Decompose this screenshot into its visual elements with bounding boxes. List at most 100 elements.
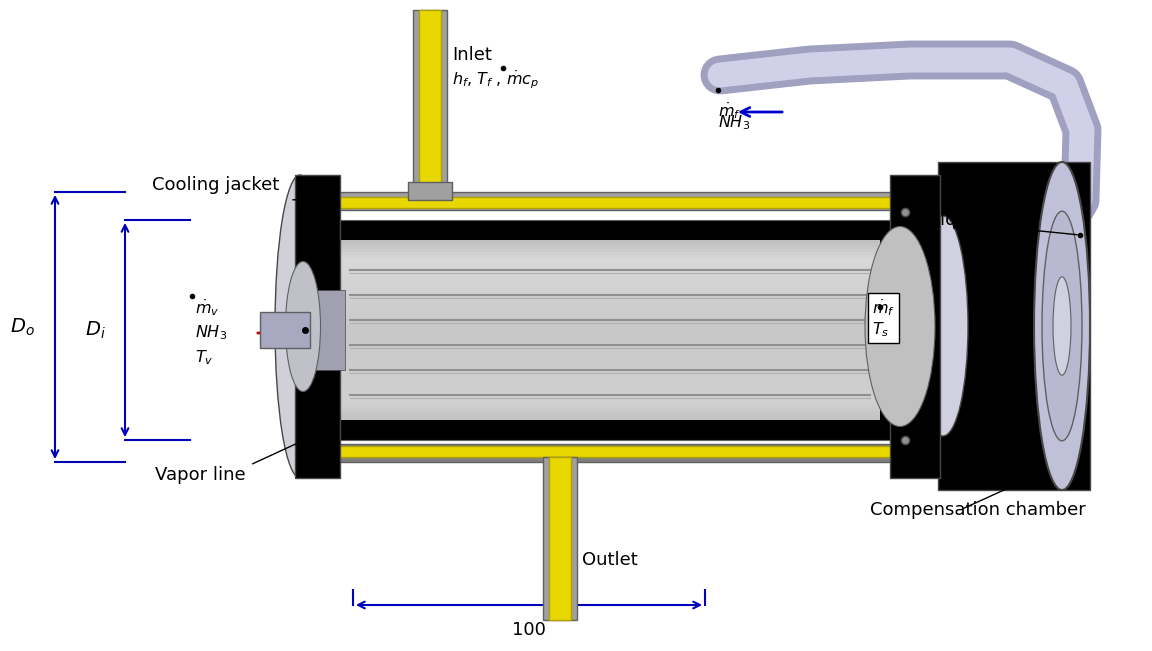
Polygon shape (340, 306, 880, 309)
Polygon shape (938, 206, 1090, 211)
Polygon shape (325, 315, 890, 319)
Polygon shape (325, 363, 890, 367)
Polygon shape (938, 195, 1090, 201)
Polygon shape (340, 255, 880, 258)
Polygon shape (325, 238, 890, 242)
Polygon shape (340, 330, 880, 333)
Polygon shape (325, 414, 890, 418)
Polygon shape (340, 321, 880, 324)
Polygon shape (938, 283, 1090, 288)
Polygon shape (938, 255, 1090, 260)
Polygon shape (419, 10, 441, 197)
Text: Liquid line: Liquid line (930, 211, 1023, 229)
Text: $h_f$, $T_f$ , $\dot{m}c_p$: $h_f$, $T_f$ , $\dot{m}c_p$ (452, 69, 539, 91)
Polygon shape (938, 260, 1090, 266)
Polygon shape (340, 303, 880, 306)
Polygon shape (340, 252, 880, 255)
Polygon shape (325, 418, 890, 422)
Ellipse shape (1034, 162, 1090, 490)
Ellipse shape (286, 262, 320, 391)
Polygon shape (938, 266, 1090, 271)
Polygon shape (340, 339, 880, 342)
Polygon shape (325, 308, 890, 312)
Polygon shape (325, 341, 890, 344)
Polygon shape (325, 370, 890, 374)
Polygon shape (340, 312, 880, 315)
Ellipse shape (918, 216, 968, 436)
Polygon shape (340, 270, 880, 273)
Polygon shape (325, 404, 890, 407)
Polygon shape (295, 175, 340, 478)
Polygon shape (297, 290, 344, 370)
Polygon shape (325, 355, 890, 359)
Text: Vapor line: Vapor line (156, 466, 245, 484)
Polygon shape (938, 441, 1090, 447)
Polygon shape (260, 312, 310, 348)
Polygon shape (325, 348, 890, 352)
Polygon shape (938, 201, 1090, 206)
Polygon shape (325, 433, 890, 436)
Text: $\dot{m}_v$: $\dot{m}_v$ (195, 298, 220, 318)
Polygon shape (938, 365, 1090, 370)
Text: $D_o$: $D_o$ (9, 316, 35, 338)
Polygon shape (340, 402, 880, 405)
Polygon shape (340, 327, 880, 330)
Polygon shape (938, 342, 1090, 348)
Polygon shape (325, 275, 890, 279)
Polygon shape (340, 378, 880, 381)
Polygon shape (938, 249, 1090, 255)
Polygon shape (938, 331, 1090, 337)
Polygon shape (325, 304, 890, 308)
Polygon shape (340, 384, 880, 387)
Polygon shape (938, 167, 1090, 173)
Polygon shape (340, 318, 880, 321)
Polygon shape (340, 390, 880, 393)
Polygon shape (340, 258, 880, 261)
Polygon shape (340, 354, 880, 357)
Polygon shape (325, 367, 890, 370)
Polygon shape (325, 319, 890, 323)
Polygon shape (325, 330, 890, 334)
Polygon shape (340, 300, 880, 303)
Polygon shape (938, 484, 1090, 490)
Polygon shape (340, 396, 880, 399)
Polygon shape (938, 430, 1090, 436)
Text: $NH_3$: $NH_3$ (718, 114, 750, 132)
Polygon shape (938, 381, 1090, 386)
Polygon shape (340, 273, 880, 276)
Polygon shape (938, 277, 1090, 283)
Text: Outlet: Outlet (582, 551, 638, 569)
Polygon shape (938, 370, 1090, 375)
Polygon shape (938, 162, 1090, 490)
Polygon shape (325, 334, 890, 337)
Polygon shape (340, 405, 880, 408)
Polygon shape (325, 326, 890, 330)
Polygon shape (938, 178, 1090, 184)
Polygon shape (325, 396, 890, 400)
Polygon shape (938, 359, 1090, 365)
Polygon shape (325, 283, 890, 286)
Polygon shape (340, 267, 880, 270)
Polygon shape (938, 217, 1090, 222)
Polygon shape (938, 162, 1090, 167)
Polygon shape (340, 261, 880, 264)
Polygon shape (550, 457, 571, 620)
Polygon shape (938, 479, 1090, 484)
Polygon shape (325, 381, 890, 385)
Polygon shape (340, 417, 880, 420)
Polygon shape (340, 414, 880, 417)
Polygon shape (938, 348, 1090, 353)
Polygon shape (340, 348, 880, 351)
Polygon shape (325, 425, 890, 429)
Polygon shape (340, 285, 880, 288)
Polygon shape (408, 182, 452, 200)
Polygon shape (340, 294, 880, 297)
Polygon shape (938, 173, 1090, 178)
Polygon shape (340, 411, 880, 414)
Polygon shape (325, 407, 890, 411)
Polygon shape (325, 297, 890, 301)
Polygon shape (938, 271, 1090, 277)
Polygon shape (938, 447, 1090, 452)
Polygon shape (310, 444, 900, 462)
Text: $D_i$: $D_i$ (84, 320, 105, 340)
